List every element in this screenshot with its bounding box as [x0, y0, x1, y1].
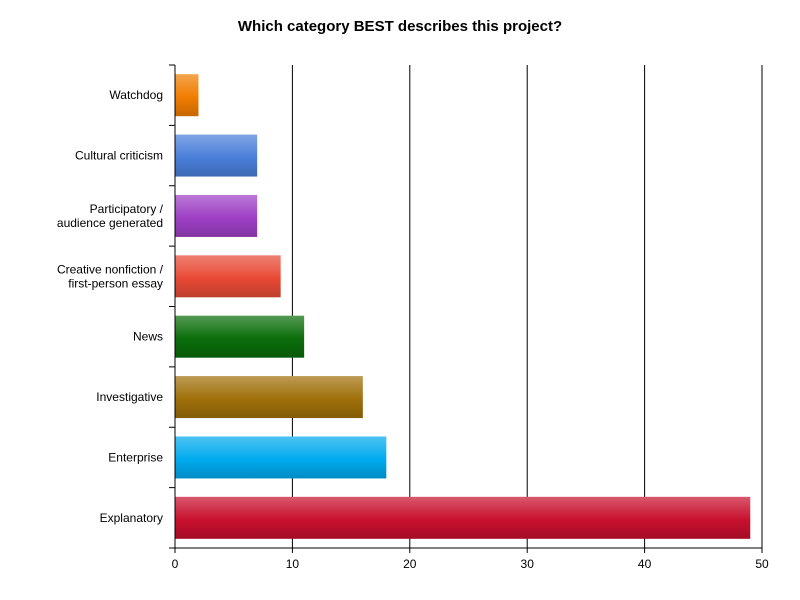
x-tick-label: 30: [521, 557, 535, 571]
chart-title: Which category BEST describes this proje…: [237, 18, 563, 35]
x-tick-label: 40: [638, 557, 652, 571]
x-tick-label: 0: [172, 557, 179, 571]
bar: [175, 74, 199, 117]
x-tick-label: 20: [403, 557, 417, 571]
category-label: Explanatory: [100, 511, 163, 525]
category-label: Investigative: [96, 390, 163, 404]
bar: [175, 194, 258, 237]
bar: [175, 255, 281, 298]
bar: [175, 315, 305, 358]
category-label: Creative nonfiction / first-person essay: [57, 262, 164, 290]
category-label: Enterprise: [108, 450, 163, 464]
x-tick-label: 50: [755, 557, 769, 571]
bar: [175, 376, 363, 419]
category-label: Cultural criticism: [75, 149, 163, 163]
category-label: Participatory / audience generated: [57, 202, 164, 230]
x-tick-label: 10: [286, 557, 300, 571]
bar: [175, 436, 387, 479]
category-label: Watchdog: [109, 88, 163, 102]
bar: [175, 496, 751, 539]
bar: [175, 134, 258, 177]
category-label: News: [133, 330, 163, 344]
